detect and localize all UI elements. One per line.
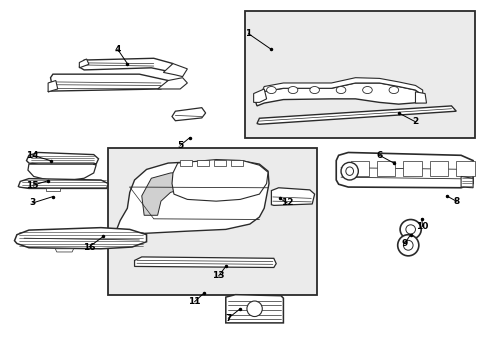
Text: 5: 5 — [177, 141, 183, 150]
Text: 2: 2 — [413, 117, 418, 126]
Polygon shape — [18, 179, 108, 189]
Polygon shape — [172, 159, 268, 201]
Ellipse shape — [398, 235, 419, 256]
Polygon shape — [257, 106, 456, 124]
Polygon shape — [172, 108, 206, 121]
Polygon shape — [46, 189, 60, 191]
Ellipse shape — [247, 301, 262, 316]
Polygon shape — [336, 153, 473, 188]
Polygon shape — [180, 159, 192, 166]
Text: 10: 10 — [416, 222, 429, 231]
Polygon shape — [79, 59, 89, 68]
Polygon shape — [28, 164, 96, 181]
Ellipse shape — [363, 86, 372, 94]
Polygon shape — [456, 161, 474, 176]
Text: 7: 7 — [225, 314, 231, 323]
Polygon shape — [403, 161, 422, 176]
Text: 13: 13 — [212, 271, 225, 280]
Ellipse shape — [341, 162, 358, 180]
Polygon shape — [48, 74, 168, 92]
Bar — [108, 148, 317, 294]
Polygon shape — [226, 294, 283, 323]
Polygon shape — [55, 249, 74, 252]
Polygon shape — [158, 78, 187, 89]
Text: 16: 16 — [83, 243, 95, 252]
Polygon shape — [271, 188, 315, 206]
Polygon shape — [15, 228, 147, 249]
Ellipse shape — [389, 86, 399, 94]
Polygon shape — [231, 159, 243, 166]
Text: 14: 14 — [26, 151, 39, 160]
Text: 3: 3 — [29, 198, 36, 207]
Polygon shape — [115, 161, 269, 234]
Polygon shape — [26, 153, 98, 164]
Polygon shape — [135, 257, 276, 267]
Text: 9: 9 — [401, 239, 408, 248]
Text: 11: 11 — [188, 297, 201, 306]
Text: 15: 15 — [26, 181, 39, 190]
Polygon shape — [48, 81, 58, 92]
Polygon shape — [351, 161, 369, 176]
Text: 12: 12 — [281, 198, 294, 207]
Ellipse shape — [406, 225, 416, 234]
Ellipse shape — [310, 86, 319, 94]
Polygon shape — [461, 176, 473, 188]
Ellipse shape — [400, 220, 421, 239]
Ellipse shape — [288, 86, 298, 94]
Ellipse shape — [346, 167, 353, 175]
Polygon shape — [79, 58, 173, 71]
Text: 8: 8 — [453, 197, 460, 206]
Text: 1: 1 — [245, 29, 251, 38]
Polygon shape — [377, 161, 395, 176]
Polygon shape — [254, 89, 267, 102]
Text: 6: 6 — [376, 151, 383, 160]
Bar — [245, 11, 475, 138]
Text: 4: 4 — [115, 45, 121, 54]
Ellipse shape — [336, 86, 346, 94]
Ellipse shape — [403, 240, 413, 250]
Polygon shape — [142, 171, 207, 215]
Polygon shape — [163, 64, 187, 77]
Polygon shape — [255, 83, 423, 106]
Polygon shape — [214, 159, 226, 166]
Polygon shape — [416, 92, 426, 103]
Ellipse shape — [267, 86, 276, 94]
Polygon shape — [262, 78, 423, 95]
Polygon shape — [430, 161, 448, 176]
Polygon shape — [197, 159, 209, 166]
